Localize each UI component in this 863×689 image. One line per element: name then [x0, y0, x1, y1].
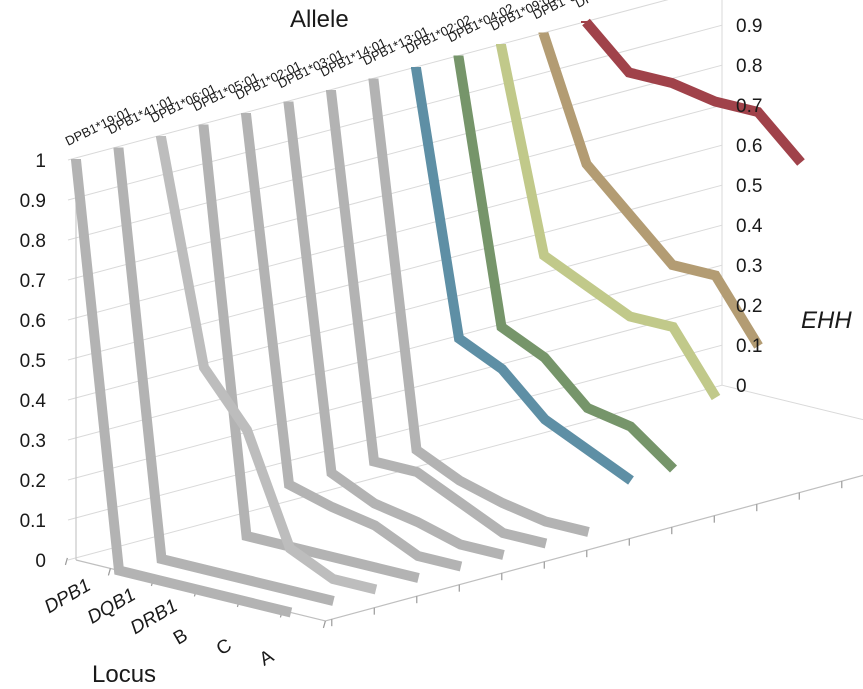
series-ribbon [411, 67, 634, 485]
allele-axis-line [325, 474, 863, 622]
locus-tick-mark [107, 568, 111, 576]
z-tick-label-right: 0.8 [736, 56, 762, 77]
series-ribbon [496, 43, 721, 401]
locus-tick-mark [64, 557, 68, 566]
z-tick-label-right: 0.2 [736, 296, 762, 317]
series-ribbon [198, 124, 420, 583]
z-tick-label-left: 0.5 [20, 351, 46, 372]
chart-series-ribbons [71, 18, 805, 618]
z-tick-label-left: 0.3 [20, 431, 46, 452]
locus-tick-label: C [213, 635, 235, 660]
z-tick-label-left: 0.2 [20, 471, 46, 492]
ehh-axis-title: EHH [801, 307, 852, 334]
allele-axis-title: Allele [290, 6, 349, 33]
z-tick-label-left: 0.6 [20, 311, 46, 332]
z-tick-label-left: 0.8 [20, 231, 46, 252]
z-gridline [67, 344, 723, 521]
locus-axis-title: Locus [92, 661, 156, 688]
z-tick-label-right: 0 [736, 376, 747, 397]
z-tick-label-right: 0.6 [736, 136, 762, 157]
locus-tick-label: B [170, 625, 191, 650]
series-ribbon [326, 90, 548, 549]
z-tick-label-right: 0.7 [736, 96, 762, 117]
z-gridline [67, 264, 723, 441]
series-ribbon [113, 147, 335, 606]
series-ribbon [241, 113, 463, 572]
z-tick-label-right: 0.4 [736, 216, 763, 237]
series-ribbon [156, 136, 378, 595]
z-tick-label-left: 1 [35, 151, 46, 172]
z-gridline [67, 0, 669, 161]
locus-tick-label: A [256, 646, 278, 671]
z-gridline [67, 104, 723, 281]
z-tick-label-right: 0.3 [736, 256, 762, 277]
z-gridline [67, 304, 723, 481]
z-gridline [67, 224, 723, 401]
series-ribbon [283, 101, 505, 560]
series-ribbon [538, 31, 763, 349]
series-ribbon [582, 18, 805, 166]
series-ribbon [71, 159, 293, 618]
z-tick-label-right: 0.9 [736, 16, 762, 37]
z-tick-label-left: 0.7 [20, 271, 46, 292]
locus-tick-mark [322, 620, 326, 629]
series-ribbon [453, 55, 678, 473]
z-tick-label-left: 0.9 [20, 191, 46, 212]
z-tick-label-right: 0.5 [736, 176, 762, 197]
z-tick-label-left: 0 [35, 551, 46, 572]
z-tick-label-left: 0.1 [20, 511, 46, 532]
series-ribbon [368, 78, 590, 537]
floor-edge-right [721, 384, 863, 421]
z-tick-label-right: 0.1 [736, 336, 762, 357]
z-tick-label-left: 0.4 [20, 391, 47, 412]
